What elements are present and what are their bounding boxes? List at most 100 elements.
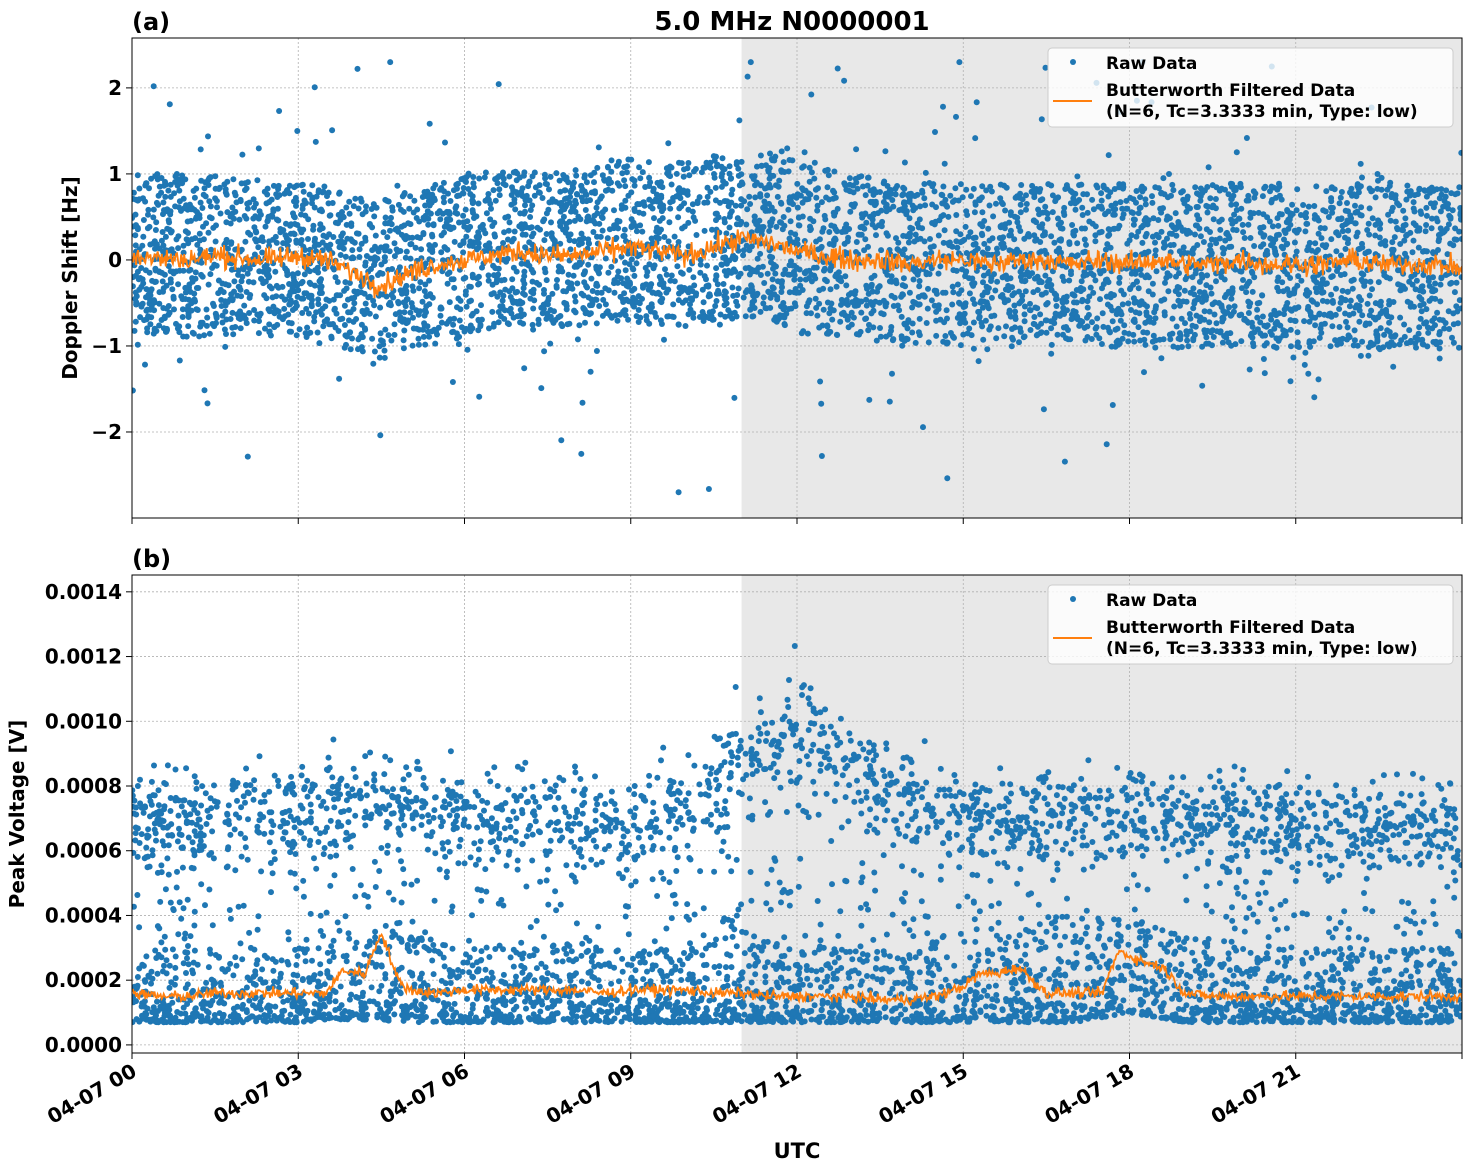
- raw-point: [230, 331, 236, 337]
- raw-point: [556, 200, 562, 206]
- raw-point: [958, 181, 964, 187]
- raw-point: [575, 336, 581, 342]
- raw-point: [887, 188, 893, 194]
- raw-point: [1055, 332, 1061, 338]
- raw-point: [767, 165, 773, 171]
- raw-point: [1052, 315, 1058, 321]
- raw-point: [585, 236, 591, 242]
- raw-point: [729, 285, 735, 291]
- raw-point: [342, 322, 348, 328]
- raw-point: [160, 278, 166, 284]
- raw-point: [780, 226, 786, 232]
- raw-point: [658, 195, 664, 201]
- raw-point: [454, 330, 460, 336]
- raw-point: [1143, 233, 1149, 239]
- raw-point: [907, 215, 913, 221]
- raw-point: [747, 201, 753, 207]
- raw-point: [1245, 299, 1251, 305]
- raw-point: [1074, 240, 1080, 246]
- raw-point: [355, 289, 361, 295]
- raw-point: [223, 331, 229, 337]
- raw-point: [500, 298, 506, 304]
- raw-point: [1391, 342, 1397, 348]
- raw-point: [568, 187, 574, 193]
- raw-point: [1262, 370, 1268, 376]
- raw-point: [1393, 219, 1399, 225]
- raw-point: [971, 186, 977, 192]
- raw-point: [326, 231, 332, 237]
- raw-point: [1164, 236, 1170, 242]
- raw-point: [1386, 298, 1392, 304]
- raw-point: [167, 101, 173, 107]
- raw-point: [987, 238, 993, 244]
- raw-point: [200, 320, 206, 326]
- raw-point: [900, 185, 906, 191]
- raw-point: [205, 400, 211, 406]
- raw-point: [350, 254, 356, 260]
- raw-point: [196, 333, 202, 339]
- raw-point: [623, 267, 629, 273]
- raw-point: [606, 287, 612, 293]
- raw-point: [720, 255, 726, 261]
- raw-point: [1182, 250, 1188, 256]
- raw-point: [808, 92, 814, 98]
- raw-point: [1105, 302, 1111, 308]
- raw-point: [1343, 319, 1349, 325]
- raw-point: [554, 283, 560, 289]
- raw-point: [547, 341, 553, 347]
- raw-point: [891, 303, 897, 309]
- raw-point: [1105, 194, 1111, 200]
- raw-point: [452, 210, 458, 216]
- raw-point: [1031, 188, 1037, 194]
- raw-point: [1437, 329, 1443, 335]
- raw-point: [1076, 323, 1082, 329]
- raw-point: [751, 268, 757, 274]
- raw-point: [907, 234, 913, 240]
- raw-point: [1003, 323, 1009, 329]
- raw-point: [941, 319, 947, 325]
- raw-point: [743, 222, 749, 228]
- raw-point: [320, 239, 326, 245]
- raw-point: [1107, 227, 1113, 233]
- raw-point: [198, 200, 204, 206]
- raw-point: [442, 244, 448, 250]
- raw-point: [1458, 305, 1464, 311]
- raw-point: [184, 236, 190, 242]
- raw-point: [493, 198, 499, 204]
- raw-point: [290, 271, 296, 277]
- raw-point: [301, 189, 307, 195]
- raw-point: [932, 188, 938, 194]
- raw-point: [660, 206, 666, 212]
- raw-point: [185, 323, 191, 329]
- raw-point: [590, 288, 596, 294]
- raw-point: [577, 262, 583, 268]
- raw-point: [1167, 336, 1173, 342]
- raw-point: [727, 171, 733, 177]
- raw-point: [246, 310, 252, 316]
- raw-point: [899, 206, 905, 212]
- raw-point: [620, 233, 626, 239]
- raw-point: [1074, 300, 1080, 306]
- raw-point: [1211, 216, 1217, 222]
- raw-point: [1454, 280, 1460, 286]
- raw-point: [416, 342, 422, 348]
- raw-point: [862, 236, 868, 242]
- raw-point: [1358, 161, 1364, 167]
- raw-point: [1336, 306, 1342, 312]
- raw-point: [1419, 308, 1425, 314]
- raw-point: [966, 326, 972, 332]
- raw-point: [1446, 308, 1452, 314]
- raw-point: [337, 316, 343, 322]
- raw-point: [650, 290, 656, 296]
- raw-point: [1079, 298, 1085, 304]
- raw-point: [426, 293, 432, 299]
- raw-point: [130, 388, 136, 394]
- raw-point: [785, 207, 791, 213]
- raw-point: [1386, 320, 1392, 326]
- raw-point: [299, 182, 305, 188]
- raw-point: [1206, 164, 1212, 170]
- raw-point: [455, 181, 461, 187]
- raw-point: [562, 196, 568, 202]
- raw-point: [1333, 286, 1339, 292]
- raw-point: [843, 229, 849, 235]
